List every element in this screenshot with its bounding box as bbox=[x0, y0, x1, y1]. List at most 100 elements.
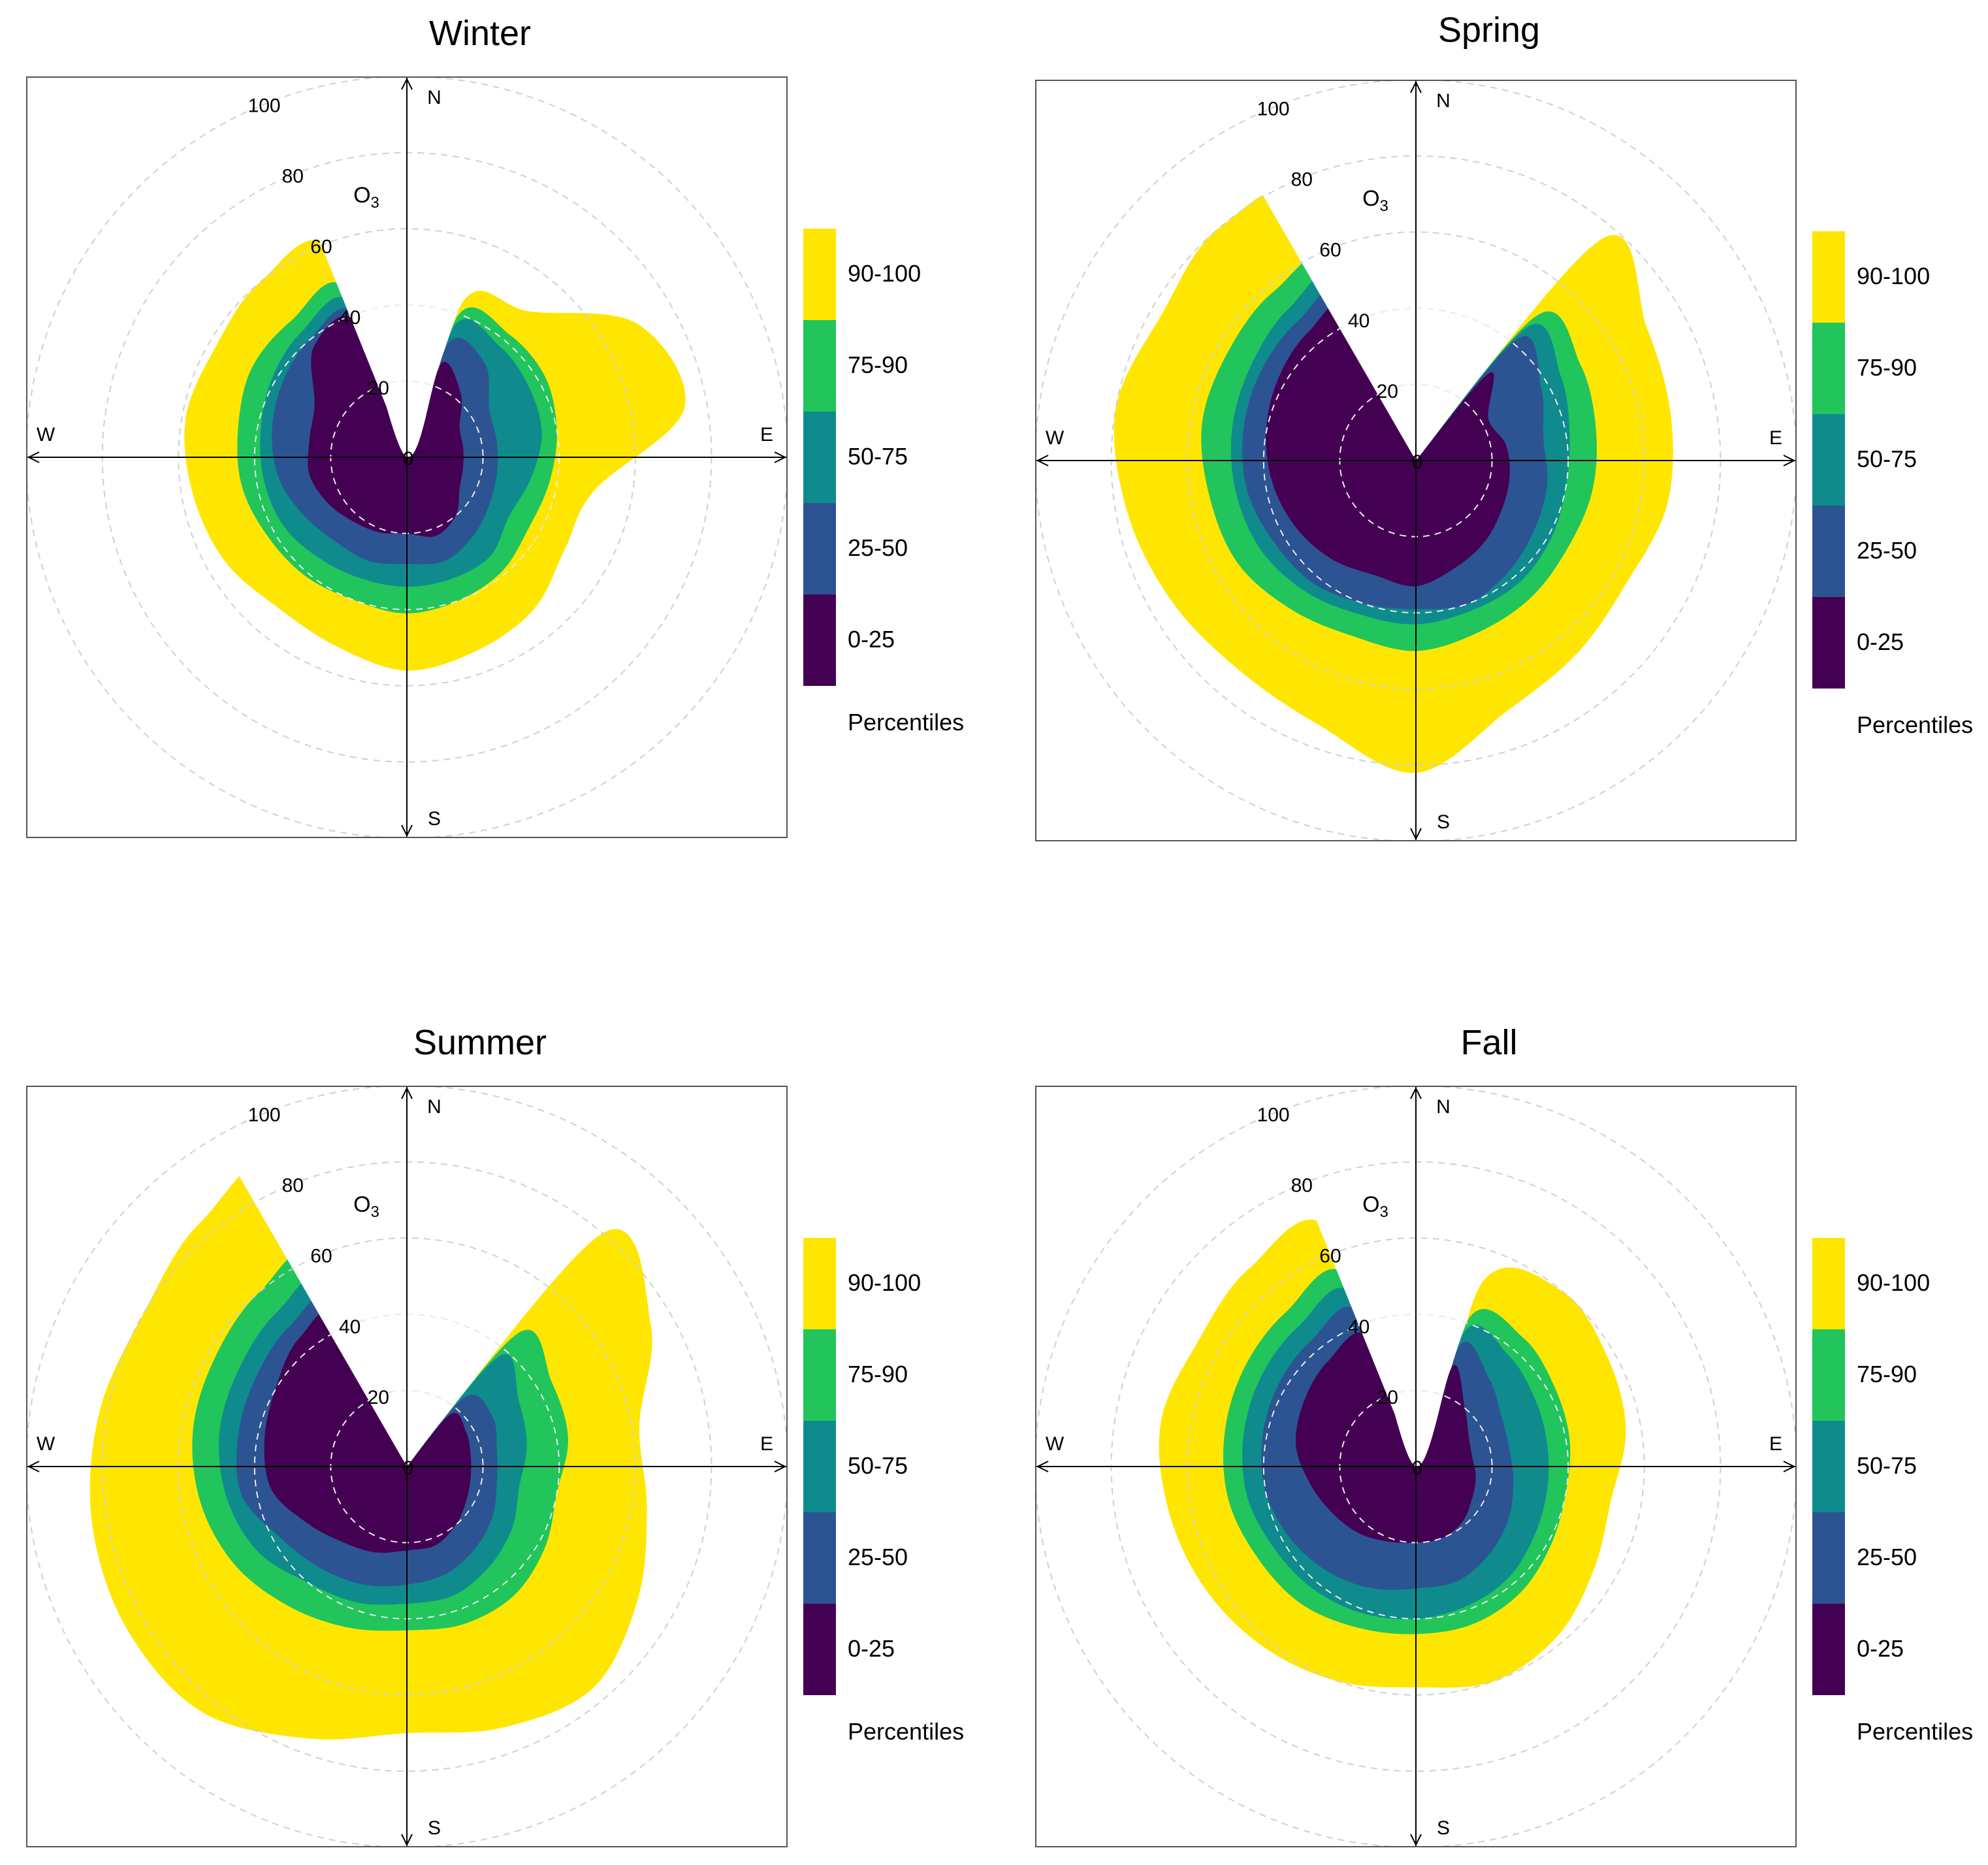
fall-compass-w: W bbox=[1046, 1433, 1065, 1455]
spring-legend-label-0-25: 0-25 bbox=[1857, 628, 1904, 655]
spring-compass-w: W bbox=[1046, 427, 1065, 449]
spring-legend-swatch-25-50 bbox=[1812, 506, 1845, 597]
winter-north-arrow bbox=[401, 77, 413, 90]
fall-legend-swatch-50-75 bbox=[1812, 1421, 1845, 1512]
fall-legend-swatch-0-25 bbox=[1812, 1604, 1845, 1695]
summer-legend-swatch-0-25 bbox=[803, 1604, 836, 1695]
winter-legend-label-90-100: 90-100 bbox=[848, 260, 922, 287]
fall-radial-tick-80: 80 bbox=[1291, 1175, 1313, 1197]
spring-plot-area: N S E W 0 20 40 60 80 100 O3 bbox=[1034, 3, 1797, 842]
fall-legend-label-50-75: 50-75 bbox=[1857, 1452, 1917, 1479]
winter-title: Winter bbox=[428, 14, 531, 53]
spring-legend-label-50-75: 50-75 bbox=[1857, 446, 1917, 472]
winter-compass-e: E bbox=[760, 424, 773, 446]
spring-compass-s: S bbox=[1437, 811, 1450, 833]
winter-legend-swatch-90-100 bbox=[803, 229, 836, 320]
winter-pollutant-label: O3 bbox=[353, 183, 379, 212]
summer-legend-title: Percentiles bbox=[848, 1718, 965, 1745]
summer-compass-e: E bbox=[760, 1433, 773, 1455]
spring-legend-swatch-50-75 bbox=[1812, 414, 1845, 506]
summer-polar-svg: N S E W 0 20 40 60 80 100 O3 bbox=[25, 1009, 788, 1848]
winter-legend-title: Percentiles bbox=[848, 709, 965, 736]
summer-radial-tick-100: 100 bbox=[248, 1104, 281, 1126]
spring-legend-label-25-50: 25-50 bbox=[1857, 537, 1917, 564]
spring-legend-swatch-0-25 bbox=[1812, 597, 1845, 689]
spring-radial-tick-40: 40 bbox=[1348, 310, 1370, 332]
fall-legend-label-0-25: 0-25 bbox=[1857, 1635, 1904, 1662]
summer-pollutant-label: O3 bbox=[353, 1192, 379, 1221]
winter-radial-tick-60: 60 bbox=[310, 236, 332, 258]
spring-radial-tick-20: 20 bbox=[1377, 381, 1398, 402]
summer-legend-label-25-50: 25-50 bbox=[848, 1544, 908, 1570]
spring-compass-e: E bbox=[1769, 427, 1782, 449]
winter-no-data-sector bbox=[235, 0, 471, 457]
spring-legend-swatch-75-90 bbox=[1812, 323, 1845, 414]
spring-band-0-25 bbox=[1266, 297, 1510, 587]
winter-polar-svg: N S E W 0 20 40 60 80 100 O3 bbox=[25, 0, 788, 839]
summer-east-arrow bbox=[774, 1461, 787, 1472]
summer-legend-swatch-50-75 bbox=[803, 1421, 836, 1512]
fall-legend-label-75-90: 75-90 bbox=[1857, 1361, 1917, 1387]
summer-plot-area: N S E W 0 20 40 60 80 100 O3 bbox=[25, 1009, 788, 1848]
spring-legend-label-90-100: 90-100 bbox=[1857, 263, 1931, 289]
fall-legend-label-90-100: 90-100 bbox=[1857, 1269, 1931, 1296]
fall-legend-label-25-50: 25-50 bbox=[1857, 1544, 1917, 1570]
fall-plot-area: N S E W 0 20 40 60 80 100 O3 bbox=[1034, 1009, 1797, 1848]
summer-radial-tick-40: 40 bbox=[339, 1316, 361, 1338]
winter-legend-label-75-90: 75-90 bbox=[848, 351, 908, 378]
fall-east-arrow bbox=[1783, 1461, 1796, 1472]
summer-radial-tick-80: 80 bbox=[282, 1175, 304, 1197]
fall-radial-tick-60: 60 bbox=[1319, 1246, 1341, 1267]
summer-legend-swatch-90-100 bbox=[803, 1238, 836, 1329]
winter-radial-tick-0: 0 bbox=[403, 448, 414, 470]
winter-south-arrow bbox=[401, 824, 413, 837]
winter-legend-swatch-50-75 bbox=[803, 412, 836, 503]
winter-radial-tick-40: 40 bbox=[339, 307, 361, 329]
summer-legend-label-90-100: 90-100 bbox=[848, 1269, 922, 1296]
fall-legend-title: Percentiles bbox=[1857, 1718, 1974, 1745]
fall-west-arrow bbox=[1036, 1461, 1049, 1472]
fall-band-0-25 bbox=[1295, 1332, 1476, 1544]
fall-legend-swatch-90-100 bbox=[1812, 1238, 1845, 1329]
summer-compass-n: N bbox=[427, 1096, 441, 1118]
spring-radial-tick-80: 80 bbox=[1291, 169, 1313, 191]
fall-title: Fall bbox=[1460, 1023, 1518, 1062]
spring-legend-label-75-90: 75-90 bbox=[1857, 354, 1917, 381]
fall-radial-tick-20: 20 bbox=[1377, 1387, 1398, 1408]
spring-south-arrow bbox=[1410, 828, 1422, 841]
summer-legend-swatch-25-50 bbox=[803, 1512, 836, 1604]
summer-west-arrow bbox=[27, 1461, 40, 1472]
fall-compass-n: N bbox=[1436, 1096, 1451, 1118]
summer-radial-tick-0: 0 bbox=[403, 1457, 414, 1479]
winter-compass-n: N bbox=[427, 87, 441, 108]
winter-radial-tick-100: 100 bbox=[248, 95, 281, 116]
summer-north-arrow bbox=[401, 1086, 413, 1099]
summer-band-0-25 bbox=[264, 1302, 472, 1553]
spring-compass-n: N bbox=[1436, 90, 1451, 112]
winter-legend-swatch-75-90 bbox=[803, 320, 836, 412]
summer-legend-swatch-75-90 bbox=[803, 1329, 836, 1421]
winter-west-arrow bbox=[27, 451, 40, 463]
spring-radial-tick-100: 100 bbox=[1257, 98, 1290, 120]
spring-legend-title: Percentiles bbox=[1857, 711, 1974, 738]
winter-band-0-25 bbox=[308, 315, 464, 537]
spring-pollutant-label: O3 bbox=[1362, 186, 1388, 215]
fall-north-arrow bbox=[1410, 1086, 1422, 1099]
winter-radial-tick-80: 80 bbox=[282, 166, 304, 187]
summer-compass-s: S bbox=[428, 1817, 441, 1839]
spring-east-arrow bbox=[1783, 455, 1796, 466]
fall-legend-swatch-25-50 bbox=[1812, 1512, 1845, 1604]
fall-compass-s: S bbox=[1437, 1817, 1450, 1839]
summer-radial-tick-60: 60 bbox=[310, 1246, 332, 1267]
summer-south-arrow bbox=[401, 1834, 413, 1847]
fall-pollutant-label: O3 bbox=[1362, 1192, 1388, 1221]
fall-south-arrow bbox=[1410, 1834, 1422, 1847]
winter-radial-tick-20: 20 bbox=[368, 378, 389, 399]
winter-east-arrow bbox=[774, 451, 787, 463]
fall-legend-swatch-75-90 bbox=[1812, 1329, 1845, 1421]
winter-compass-s: S bbox=[428, 808, 441, 830]
spring-radial-tick-0: 0 bbox=[1412, 451, 1423, 473]
summer-legend-label-50-75: 50-75 bbox=[848, 1452, 908, 1479]
spring-north-arrow bbox=[1410, 80, 1422, 93]
